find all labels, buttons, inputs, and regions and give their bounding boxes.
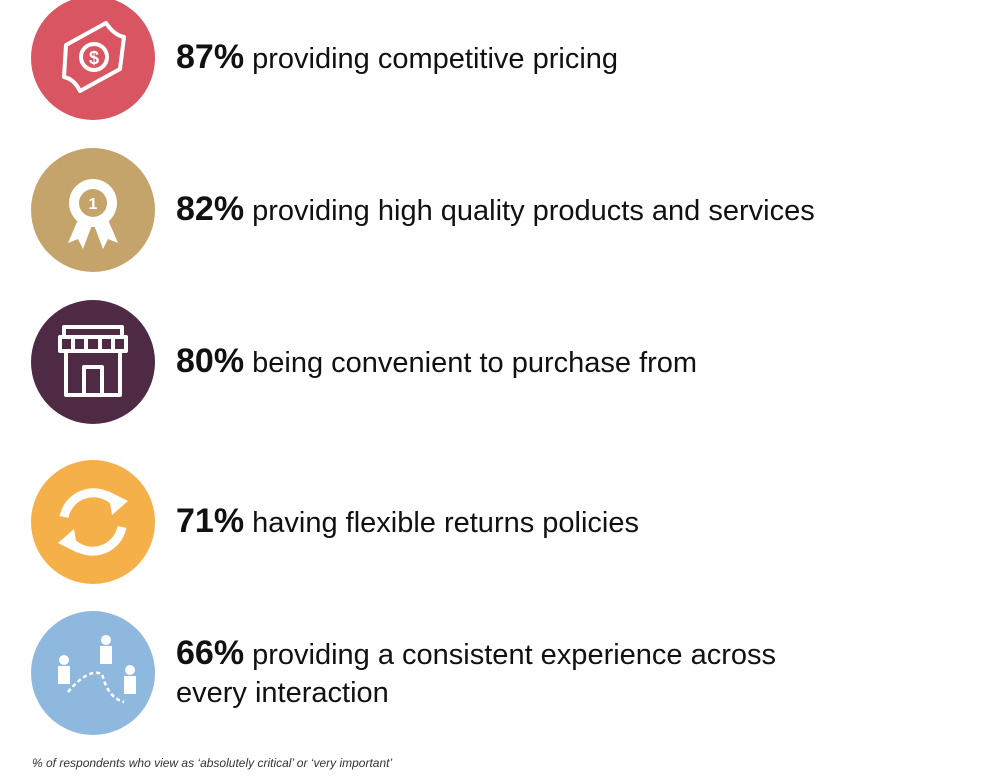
- percent: 87%: [176, 38, 245, 76]
- item-text: 87% providing competitive pricing: [176, 38, 896, 78]
- label: providing a consistent experience across…: [176, 639, 777, 709]
- item-text: 80% being convenient to purchase from: [176, 342, 896, 382]
- label: providing high quality products and serv…: [252, 195, 815, 227]
- label: being convenient to purchase from: [252, 347, 698, 379]
- icon-experience: [31, 611, 155, 735]
- item: 71% having flexible returns policies: [28, 457, 896, 587]
- item-text: 82% providing high quality products and …: [176, 190, 896, 230]
- percent: 82%: [176, 190, 245, 228]
- label: providing competitive pricing: [252, 43, 619, 75]
- svg-text:1: 1: [89, 196, 98, 213]
- item: 80% being convenient to purchase from: [28, 297, 896, 427]
- item-text: 71% having flexible returns policies: [176, 502, 896, 542]
- icon-pricing: $: [31, 0, 155, 120]
- icon-returns: [31, 460, 155, 584]
- icon-quality: 1: [31, 148, 155, 272]
- svg-text:$: $: [89, 48, 99, 68]
- label: having flexible returns policies: [252, 507, 639, 539]
- percent: 66%: [176, 634, 245, 672]
- item: 66% providing a consistent experience ac…: [28, 608, 836, 738]
- icon-store: [31, 300, 155, 424]
- percent: 80%: [176, 342, 245, 380]
- item: $ 87% providing competitive pricing: [28, 0, 896, 123]
- footnote: % of respondents who view as ‘absolutely…: [32, 756, 393, 770]
- percent: 71%: [176, 502, 245, 540]
- item: 1 82% providing high quality products an…: [28, 145, 896, 275]
- item-text: 66% providing a consistent experience ac…: [176, 634, 836, 712]
